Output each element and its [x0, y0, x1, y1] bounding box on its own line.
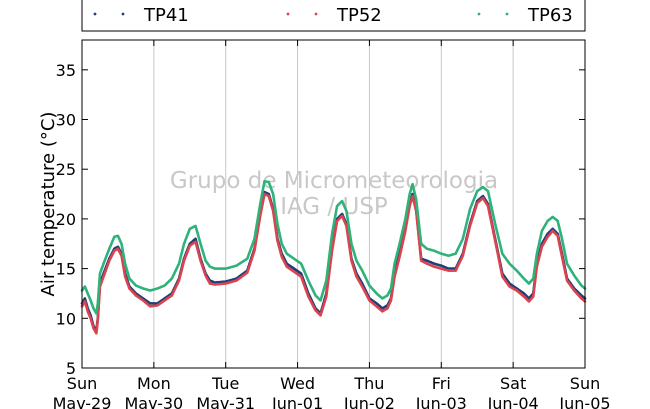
watermark: Grupo de Micrometeorologia IAG / USP: [170, 168, 498, 220]
grid-lines: [153, 40, 514, 368]
legend-marker: [314, 12, 318, 16]
y-tick-label: 20: [56, 210, 76, 229]
y-axis-label: Air temperature (°C): [38, 112, 59, 297]
y-tick-label: 25: [56, 160, 76, 179]
x-tick-label-day: Sun: [570, 374, 600, 393]
legend-marker: [505, 12, 509, 16]
x-tick-label-date: Mav-30: [124, 394, 183, 409]
x-tick-label-date: Jun-03: [415, 394, 467, 409]
legend-marker: [121, 12, 125, 16]
y-axis: 5 10 15 20 25 30 35: [56, 61, 585, 378]
legend-label: TP52: [336, 5, 382, 26]
x-tick-label-day: Mon: [137, 374, 171, 393]
legend: TP41 TP52 TP63: [81, 0, 586, 32]
watermark-line-1: Grupo de Micrometeorologia: [170, 168, 498, 194]
x-tick-label-day: Wed: [280, 374, 315, 393]
plot-frame: [81, 39, 586, 369]
y-tick-label: 35: [56, 61, 76, 80]
x-tick-label-date: Jun-02: [343, 394, 395, 409]
legend-label: TP41: [143, 5, 189, 26]
x-tick-label-date: Jun-05: [558, 394, 610, 409]
x-tick-label-date: Mav-29: [53, 394, 112, 409]
y-tick-label: 5: [66, 359, 76, 378]
series-tp63: [80, 179, 587, 315]
legend-marker: [286, 12, 290, 16]
x-tick-label-date: Jun-04: [487, 394, 539, 409]
series-layer: [80, 179, 587, 335]
x-tick-label-date: Jun-01: [271, 394, 323, 409]
y-tick-label: 15: [56, 260, 76, 279]
x-tick-label-date: Mav-31: [196, 394, 255, 409]
legend-label: TP63: [527, 5, 573, 26]
legend-box: [81, 0, 586, 32]
x-tick-label-day: Sun: [67, 374, 97, 393]
x-tick-label-day: Tue: [211, 374, 239, 393]
x-axis: SunMav-29MonMav-30TueMav-31WedJun-01ThuJ…: [53, 40, 611, 409]
y-tick-label: 10: [56, 309, 76, 328]
x-tick-label-day: Fri: [432, 374, 451, 393]
x-tick-label-day: Thu: [353, 374, 384, 393]
legend-marker: [477, 12, 481, 16]
x-tick-label-day: Sat: [500, 374, 526, 393]
legend-marker: [93, 12, 97, 16]
y-tick-label: 30: [56, 111, 76, 130]
